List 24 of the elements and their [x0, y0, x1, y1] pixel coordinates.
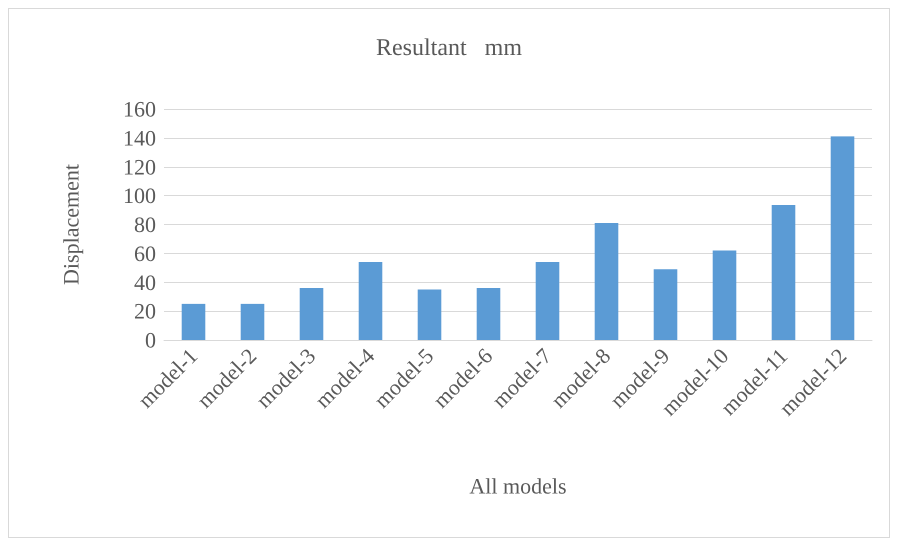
- bar: [240, 304, 264, 340]
- bar: [712, 250, 736, 340]
- chart-title: Resultant mm: [376, 35, 522, 61]
- bar: [594, 223, 618, 340]
- y-tick-label: 80: [134, 212, 156, 237]
- x-axis-title: All models: [469, 474, 567, 498]
- bar: [772, 205, 796, 340]
- bar: [536, 262, 560, 340]
- y-axis-title: Displacement: [58, 164, 84, 285]
- bar: [300, 288, 324, 340]
- y-tick-label: 140: [123, 125, 156, 150]
- y-tick-label: 0: [145, 328, 156, 352]
- bar: [654, 269, 678, 340]
- y-tick-label: 100: [123, 183, 156, 208]
- bar: [830, 136, 854, 340]
- bar: [182, 304, 206, 340]
- bar: [476, 288, 500, 340]
- y-tick-label: 120: [123, 154, 156, 180]
- bar: [418, 289, 442, 340]
- y-tick-label: 160: [123, 96, 156, 122]
- y-tick-label: 60: [134, 240, 156, 266]
- y-tick-label: 40: [134, 270, 156, 295]
- bar: [358, 262, 382, 340]
- y-tick-label: 20: [134, 298, 156, 324]
